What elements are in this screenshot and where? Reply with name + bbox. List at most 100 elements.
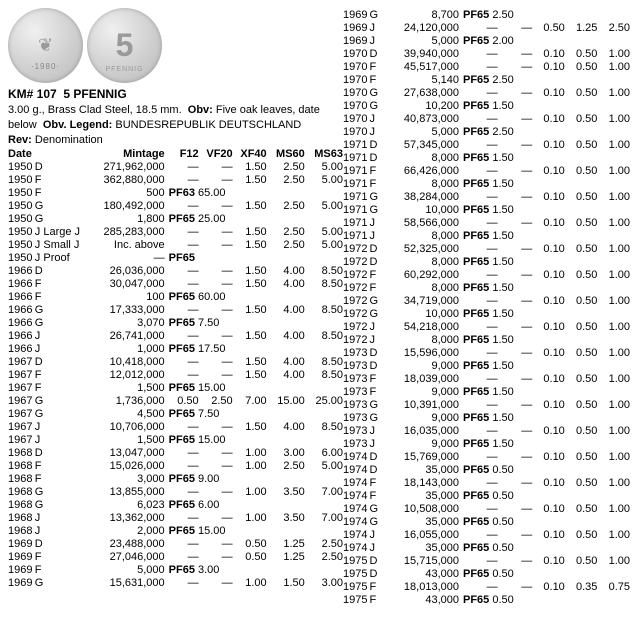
- cell-price: 1.00: [597, 528, 630, 541]
- cell-mintage: 8,000: [384, 333, 459, 346]
- cell-price: —: [199, 330, 233, 343]
- cell-mintage: 15,596,000: [384, 346, 459, 359]
- cell-mintage: 57,345,000: [384, 138, 459, 151]
- cell-mintage: 10,418,000: [88, 356, 164, 369]
- cell-mintmark: G: [369, 411, 383, 424]
- table-row: 1969J24,120,000——0.501.252.50: [343, 21, 630, 34]
- table-row: 1967G4,500PF65 7.50: [8, 408, 343, 421]
- cell-mintmark: J: [369, 320, 383, 333]
- cell-date: 1968: [8, 512, 35, 525]
- table-row: 1972F60,292,000——0.100.501.00: [343, 268, 630, 281]
- cell-price: 0.10: [532, 320, 565, 333]
- cell-price: 2.50: [267, 200, 305, 213]
- cell-price: 3.50: [267, 486, 305, 499]
- coin-catalog-entry: ❦ ·1980· 5 PFENNIG KM# 107 5 PFENNIG 3.0…: [8, 8, 630, 606]
- table-row: 1971G38,284,000——0.100.501.00: [343, 190, 630, 203]
- table-row: 1970D39,940,000——0.100.501.00: [343, 47, 630, 60]
- cell-proof-grade: PF65 25.00: [165, 213, 343, 226]
- cell-mintage: 18,013,000: [384, 580, 459, 593]
- cell-price: 25.00: [305, 395, 343, 408]
- cell-proof-grade: PF65 1.50: [459, 359, 630, 372]
- table-row: 1950G180,492,000——1.502.505.00: [8, 200, 343, 213]
- table-header-row: Date Mintage F12 VF20 XF40 MS60 MS63: [8, 148, 343, 161]
- cell-date: 1968: [8, 486, 35, 499]
- cell-price: 0.10: [532, 164, 565, 177]
- cell-price: 2.50: [597, 21, 630, 34]
- table-row: 1974J16,055,000——0.100.501.00: [343, 528, 630, 541]
- cell-price: 0.10: [532, 528, 565, 541]
- cell-price: 0.10: [532, 60, 565, 73]
- table-row: 1974G10,508,000——0.100.501.00: [343, 502, 630, 515]
- cell-mintmark: J: [369, 528, 383, 541]
- cell-proof-grade: PF65 2.50: [459, 73, 630, 86]
- cell-mintage: 23,488,000: [88, 538, 164, 551]
- cell-mintage: 35,000: [384, 515, 459, 528]
- cell-mintmark: D: [369, 151, 383, 164]
- cell-price: 1.50: [233, 161, 267, 174]
- cell-mintmark: J: [369, 437, 383, 450]
- table-row: 1966F100PF65 60.00: [8, 291, 343, 304]
- cell-price: 0.50: [565, 138, 598, 151]
- col-date: Date: [8, 148, 88, 161]
- cell-proof-grade: PF65 2.50: [459, 8, 630, 21]
- cell-price: 1.50: [233, 174, 267, 187]
- cell-price: 0.50: [565, 242, 598, 255]
- cell-price: 4.00: [267, 330, 305, 343]
- cell-price: —: [165, 304, 199, 317]
- cell-price: 4.00: [267, 265, 305, 278]
- cell-price: —: [498, 346, 533, 359]
- cell-mintage: 35,000: [384, 463, 459, 476]
- cell-date: 1974: [343, 528, 369, 541]
- col-ms60: MS60: [267, 148, 305, 161]
- table-row: 1972G34,719,000——0.100.501.00: [343, 294, 630, 307]
- cell-date: 1966: [8, 330, 35, 343]
- cell-price: 0.50: [165, 395, 199, 408]
- cell-proof-grade: PF65 2.00: [459, 34, 630, 47]
- cell-date: 1973: [343, 385, 369, 398]
- table-row: 1974F35,000PF65 0.50: [343, 489, 630, 502]
- table-row: 1969F27,046,000——0.501.252.50: [8, 551, 343, 564]
- table-row: 1966G17,333,000——1.504.008.50: [8, 304, 343, 317]
- cell-mintage: 1,000: [88, 343, 164, 356]
- cell-price: 1.00: [597, 86, 630, 99]
- cell-price: —: [459, 398, 498, 411]
- cell-mintmark: J: [369, 424, 383, 437]
- cell-proof-grade: PF65 1.50: [459, 229, 630, 242]
- table-row: 1973G10,391,000——0.100.501.00: [343, 398, 630, 411]
- cell-price: —: [165, 486, 199, 499]
- cell-price: —: [459, 190, 498, 203]
- price-table-left: Date Mintage F12 VF20 XF40 MS60 MS63 195…: [8, 148, 343, 590]
- cell-mintmark: J Large J: [35, 226, 89, 239]
- cell-mintmark: G: [369, 307, 383, 320]
- cell-mintmark: J: [35, 343, 89, 356]
- entry-header: KM# 107 5 PFENNIG 3.00 g., Brass Clad St…: [8, 87, 343, 148]
- cell-price: 2.50: [267, 174, 305, 187]
- cell-mintmark: G: [35, 304, 89, 317]
- cell-mintage: 1,500: [88, 382, 164, 395]
- cell-mintmark: J Small J: [35, 239, 89, 252]
- cell-price: —: [498, 554, 533, 567]
- table-row: 1975D43,000PF65 0.50: [343, 567, 630, 580]
- cell-price: 8.50: [305, 304, 343, 317]
- cell-mintmark: G: [369, 502, 383, 515]
- cell-mintage: 3,070: [88, 317, 164, 330]
- cell-price: 1.50: [233, 200, 267, 213]
- cell-price: —: [459, 450, 498, 463]
- cell-date: 1973: [343, 424, 369, 437]
- cell-price: 0.50: [565, 450, 598, 463]
- cell-price: —: [165, 512, 199, 525]
- cell-date: 1970: [343, 86, 369, 99]
- cell-mintmark: F: [35, 551, 89, 564]
- cell-mintage: 15,026,000: [88, 460, 164, 473]
- col-xf40: XF40: [233, 148, 267, 161]
- cell-mintage: 26,036,000: [88, 265, 164, 278]
- cell-price: —: [459, 242, 498, 255]
- cell-price: 1.00: [597, 554, 630, 567]
- price-table-right: 1969G8,700PF65 2.501969J24,120,000——0.50…: [343, 8, 630, 606]
- cell-date: 1969: [343, 34, 369, 47]
- cell-price: 7.00: [233, 395, 267, 408]
- cell-proof-grade: PF65 1.50: [459, 307, 630, 320]
- cell-mintage: 13,855,000: [88, 486, 164, 499]
- cell-proof-grade: PF65 15.00: [165, 434, 343, 447]
- cell-mintage: 10,200: [384, 99, 459, 112]
